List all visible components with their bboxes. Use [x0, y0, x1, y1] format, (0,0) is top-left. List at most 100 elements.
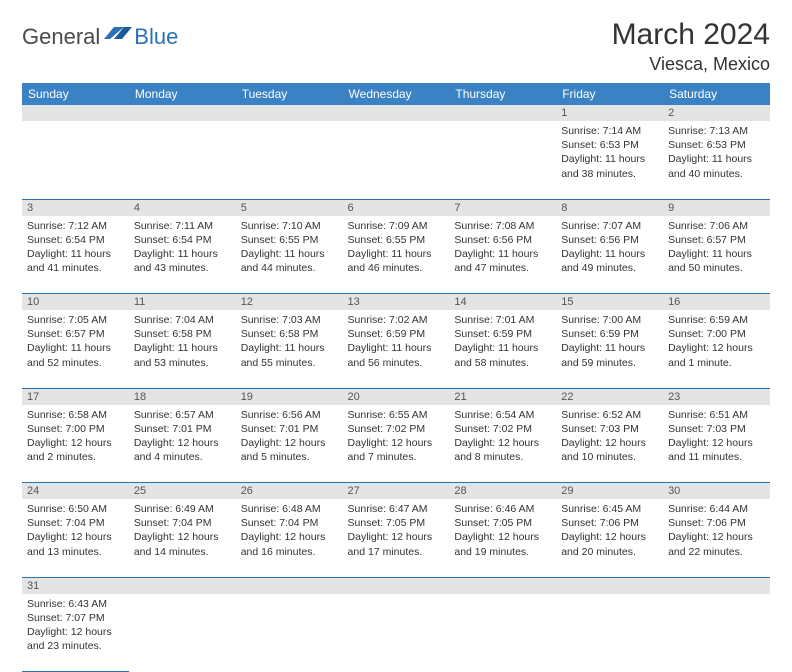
sunrise-text: Sunrise: 7:04 AM: [134, 313, 231, 327]
daynum-row: 31: [22, 577, 770, 594]
day-cell: Sunrise: 6:52 AMSunset: 7:03 PMDaylight:…: [556, 405, 663, 483]
daylight-text: Daylight: 11 hours and 53 minutes.: [134, 341, 231, 369]
daylight-text: Daylight: 11 hours and 46 minutes.: [348, 247, 445, 275]
day-cell: Sunrise: 7:10 AMSunset: 6:55 PMDaylight:…: [236, 216, 343, 294]
day-cell: Sunrise: 6:57 AMSunset: 7:01 PMDaylight:…: [129, 405, 236, 483]
daylight-text: Daylight: 12 hours and 20 minutes.: [561, 530, 658, 558]
day-number: [236, 105, 343, 121]
day-number: 17: [22, 388, 129, 405]
daynum-row: 10111213141516: [22, 294, 770, 311]
day-cell: Sunrise: 7:08 AMSunset: 6:56 PMDaylight:…: [449, 216, 556, 294]
day-header-row: Sunday Monday Tuesday Wednesday Thursday…: [22, 83, 770, 105]
day-cell: Sunrise: 6:49 AMSunset: 7:04 PMDaylight:…: [129, 499, 236, 577]
sunrise-text: Sunrise: 6:51 AM: [668, 408, 765, 422]
sunset-text: Sunset: 6:57 PM: [27, 327, 124, 341]
daylight-text: Daylight: 11 hours and 59 minutes.: [561, 341, 658, 369]
daylight-text: Daylight: 12 hours and 13 minutes.: [27, 530, 124, 558]
info-row: Sunrise: 7:14 AMSunset: 6:53 PMDaylight:…: [22, 121, 770, 199]
dayhdr-wed: Wednesday: [343, 83, 450, 105]
day-number: 22: [556, 388, 663, 405]
sunrise-text: Sunrise: 6:58 AM: [27, 408, 124, 422]
day-cell: Sunrise: 7:05 AMSunset: 6:57 PMDaylight:…: [22, 310, 129, 388]
logo-part2: Blue: [134, 24, 178, 50]
sunrise-text: Sunrise: 6:49 AM: [134, 502, 231, 516]
day-cell: Sunrise: 7:09 AMSunset: 6:55 PMDaylight:…: [343, 216, 450, 294]
sunrise-text: Sunrise: 6:59 AM: [668, 313, 765, 327]
day-number: [449, 105, 556, 121]
day-number: [129, 577, 236, 594]
day-number: 26: [236, 483, 343, 500]
day-number: 31: [22, 577, 129, 594]
day-number: 6: [343, 199, 450, 216]
sunrise-text: Sunrise: 7:12 AM: [27, 219, 124, 233]
daynum-row: 3456789: [22, 199, 770, 216]
daylight-text: Daylight: 12 hours and 11 minutes.: [668, 436, 765, 464]
sunset-text: Sunset: 7:00 PM: [668, 327, 765, 341]
day-cell: Sunrise: 6:46 AMSunset: 7:05 PMDaylight:…: [449, 499, 556, 577]
daynum-row: 12: [22, 105, 770, 121]
sunset-text: Sunset: 7:05 PM: [348, 516, 445, 530]
sunset-text: Sunset: 6:56 PM: [561, 233, 658, 247]
sunset-text: Sunset: 6:57 PM: [668, 233, 765, 247]
sunrise-text: Sunrise: 6:54 AM: [454, 408, 551, 422]
sunset-text: Sunset: 7:03 PM: [561, 422, 658, 436]
day-number: [449, 577, 556, 594]
sunset-text: Sunset: 6:55 PM: [348, 233, 445, 247]
day-number: 14: [449, 294, 556, 311]
sunrise-text: Sunrise: 7:08 AM: [454, 219, 551, 233]
day-number: 13: [343, 294, 450, 311]
day-number: [663, 577, 770, 594]
day-number: 29: [556, 483, 663, 500]
day-cell: Sunrise: 6:55 AMSunset: 7:02 PMDaylight:…: [343, 405, 450, 483]
sunset-text: Sunset: 6:55 PM: [241, 233, 338, 247]
daylight-text: Daylight: 12 hours and 14 minutes.: [134, 530, 231, 558]
daylight-text: Daylight: 12 hours and 5 minutes.: [241, 436, 338, 464]
day-cell: Sunrise: 6:50 AMSunset: 7:04 PMDaylight:…: [22, 499, 129, 577]
daylight-text: Daylight: 11 hours and 41 minutes.: [27, 247, 124, 275]
day-number: 30: [663, 483, 770, 500]
sunrise-text: Sunrise: 6:55 AM: [348, 408, 445, 422]
sunset-text: Sunset: 7:01 PM: [241, 422, 338, 436]
sunset-text: Sunset: 7:07 PM: [27, 611, 124, 625]
day-cell: Sunrise: 6:58 AMSunset: 7:00 PMDaylight:…: [22, 405, 129, 483]
daylight-text: Daylight: 12 hours and 2 minutes.: [27, 436, 124, 464]
sunset-text: Sunset: 6:53 PM: [561, 138, 658, 152]
dayhdr-sun: Sunday: [22, 83, 129, 105]
day-cell: Sunrise: 6:59 AMSunset: 7:00 PMDaylight:…: [663, 310, 770, 388]
title-block: March 2024 Viesca, Mexico: [612, 18, 770, 75]
sunrise-text: Sunrise: 6:44 AM: [668, 502, 765, 516]
dayhdr-thu: Thursday: [449, 83, 556, 105]
day-number: 20: [343, 388, 450, 405]
sunrise-text: Sunrise: 6:56 AM: [241, 408, 338, 422]
sunset-text: Sunset: 7:04 PM: [27, 516, 124, 530]
day-cell: [663, 594, 770, 672]
sunset-text: Sunset: 6:54 PM: [134, 233, 231, 247]
daylight-text: Daylight: 12 hours and 8 minutes.: [454, 436, 551, 464]
day-cell: [22, 121, 129, 199]
day-number: 27: [343, 483, 450, 500]
daylight-text: Daylight: 11 hours and 56 minutes.: [348, 341, 445, 369]
sunset-text: Sunset: 6:54 PM: [27, 233, 124, 247]
day-cell: [236, 594, 343, 672]
sunset-text: Sunset: 6:59 PM: [348, 327, 445, 341]
day-cell: Sunrise: 7:00 AMSunset: 6:59 PMDaylight:…: [556, 310, 663, 388]
daylight-text: Daylight: 12 hours and 22 minutes.: [668, 530, 765, 558]
sunrise-text: Sunrise: 7:03 AM: [241, 313, 338, 327]
sunset-text: Sunset: 7:01 PM: [134, 422, 231, 436]
day-number: 12: [236, 294, 343, 311]
day-number: [236, 577, 343, 594]
daylight-text: Daylight: 11 hours and 50 minutes.: [668, 247, 765, 275]
calendar-table: Sunday Monday Tuesday Wednesday Thursday…: [22, 83, 770, 672]
sunrise-text: Sunrise: 6:45 AM: [561, 502, 658, 516]
day-number: 23: [663, 388, 770, 405]
daylight-text: Daylight: 12 hours and 1 minute.: [668, 341, 765, 369]
day-cell: [449, 594, 556, 672]
day-cell: [343, 121, 450, 199]
sunrise-text: Sunrise: 6:48 AM: [241, 502, 338, 516]
day-cell: [556, 594, 663, 672]
day-number: 7: [449, 199, 556, 216]
info-row: Sunrise: 6:43 AMSunset: 7:07 PMDaylight:…: [22, 594, 770, 672]
day-cell: Sunrise: 7:11 AMSunset: 6:54 PMDaylight:…: [129, 216, 236, 294]
day-number: 3: [22, 199, 129, 216]
day-number: 21: [449, 388, 556, 405]
